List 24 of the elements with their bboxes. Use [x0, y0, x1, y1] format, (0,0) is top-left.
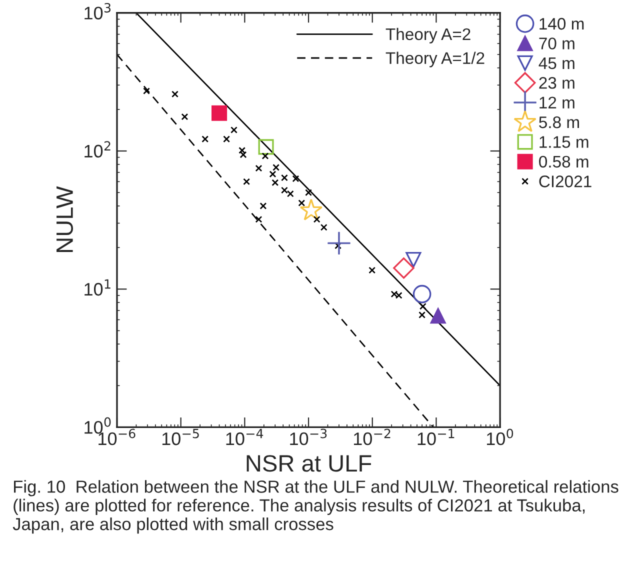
legend-label: 45 m [538, 57, 574, 70]
x-tick-label: 10$^{−4}$ [226, 428, 264, 446]
legend-label: 140 m [540, 18, 584, 30]
legend-label: 23 m [539, 77, 574, 89]
x-axis-title: NSR at ULF [246, 455, 372, 472]
legend-label: 5.8 m [539, 116, 579, 128]
caption: Fig. 10 Relation between the NSR at the ULF and NULW. Theoretical relations (lines) are plotted for reference. The analysis results of CI2021 at Tsukuba, Japan, are also plotted with small crosses [12, 480, 618, 534]
y-tick-label: 10$^{0}$ [84, 417, 111, 434]
x-tick-label: 10$^{0}$ [486, 428, 514, 446]
x-tick-label: 10$^{−2}$ [354, 428, 390, 446]
legend-label: 1.15 m [540, 136, 588, 148]
y-axis-title: NULW [56, 186, 74, 252]
x-tick-label: 10$^{−5}$ [162, 428, 199, 446]
legend-label: CI2021 [539, 176, 592, 188]
legend-label: 70 m [539, 38, 574, 50]
legend-label: Theory A=1/2 [386, 52, 484, 68]
x-tick-label: 10$^{−1}$ [418, 428, 454, 446]
legend-label: Theory A=2 [386, 28, 470, 44]
y-tick-label: 10$^{1}$ [84, 279, 110, 296]
y-tick-label: 10$^{3}$ [84, 3, 111, 20]
legend-label: 0.58 m [539, 156, 588, 168]
y-tick-label: 10$^{2}$ [84, 141, 110, 158]
x-tick-label: 10$^{−3}$ [290, 428, 327, 446]
legend-label: 12 m [540, 96, 574, 108]
